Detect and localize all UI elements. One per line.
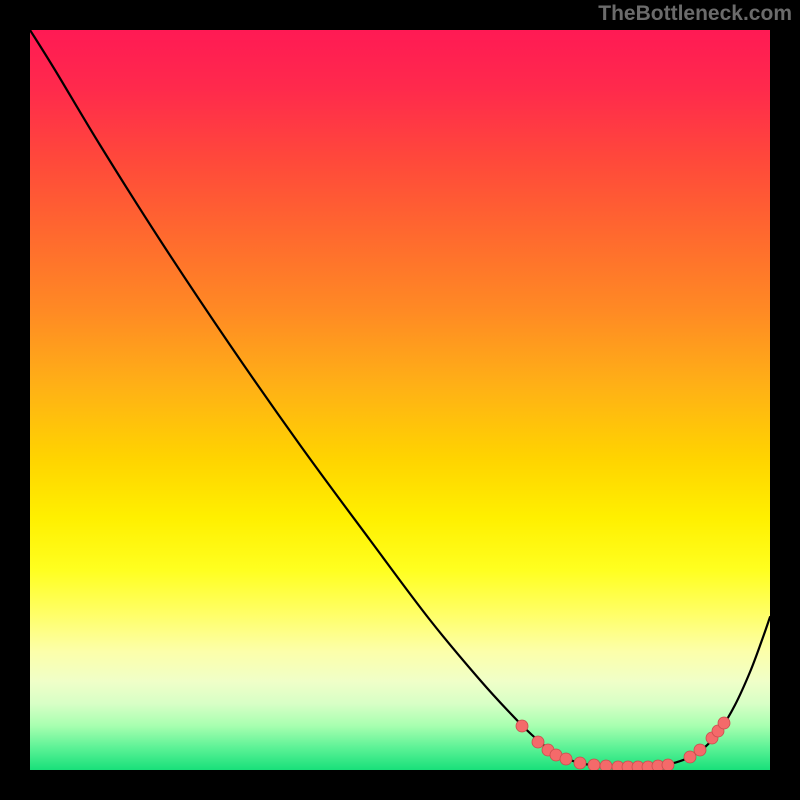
curve-marker — [560, 753, 572, 765]
chart-frame: TheBottleneck.com — [0, 0, 800, 800]
curve-marker — [694, 744, 706, 756]
curve-marker — [684, 751, 696, 763]
curve-marker — [662, 759, 674, 771]
curve-marker — [532, 736, 544, 748]
curve-marker — [588, 759, 600, 771]
curve-marker — [574, 757, 586, 769]
curve-marker — [516, 720, 528, 732]
bottleneck-chart-svg — [0, 0, 800, 800]
watermark-text: TheBottleneck.com — [598, 2, 792, 26]
chart-gradient-background — [30, 30, 770, 770]
curve-marker — [718, 717, 730, 729]
